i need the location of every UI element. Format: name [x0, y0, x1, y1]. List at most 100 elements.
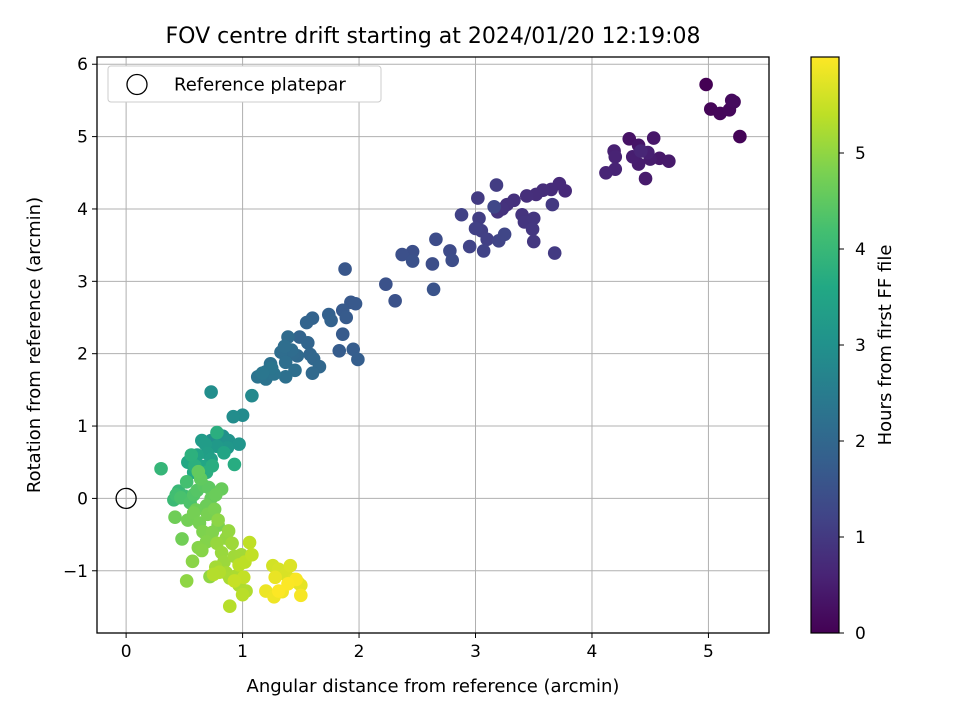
reference-point-group	[115, 487, 137, 510]
data-point	[497, 227, 512, 242]
colorbar-tick-label: 1	[855, 528, 866, 548]
y-tick-label: 6	[77, 55, 88, 75]
data-point	[191, 464, 206, 479]
data-point	[277, 339, 292, 354]
data-point	[468, 221, 483, 236]
x-tick-label: 5	[703, 642, 714, 662]
x-axis-ticks: 0 1 2 3 4 5	[121, 633, 714, 662]
data-point	[346, 342, 361, 357]
data-point	[268, 570, 282, 585]
data-point	[208, 487, 223, 502]
data-point	[471, 191, 485, 205]
data-point	[226, 409, 241, 424]
data-point	[221, 524, 236, 538]
data-point	[217, 446, 231, 460]
colorbar-tick-label: 2	[855, 432, 866, 452]
colorbar: 0 1 2 3 4 5 Hours from first FF file	[810, 56, 896, 644]
data-point	[242, 535, 257, 550]
data-point	[733, 129, 747, 144]
colorbar-tick-label: 3	[855, 336, 866, 356]
x-tick-label: 1	[237, 642, 248, 662]
data-point	[255, 366, 270, 381]
data-point	[332, 343, 347, 358]
y-tick-label: 3	[77, 272, 88, 292]
data-point	[245, 548, 259, 562]
colorbar-tick-label: 4	[855, 240, 866, 260]
data-point	[338, 262, 352, 276]
legend-marker	[126, 73, 148, 96]
chart-title: FOV centre drift starting at 2024/01/20 …	[166, 24, 701, 49]
data-point	[339, 310, 354, 325]
data-point	[388, 294, 402, 308]
data-point	[283, 558, 298, 573]
x-tick-label: 0	[121, 642, 132, 662]
data-point	[235, 587, 250, 602]
y-axis-label: Rotation from reference (arcmin)	[24, 197, 45, 493]
x-tick-label: 2	[354, 642, 365, 662]
data-point	[207, 502, 222, 517]
data-point	[487, 199, 501, 214]
legend-box	[107, 65, 382, 103]
data-point	[351, 352, 365, 367]
data-point	[429, 232, 443, 247]
data-point	[324, 313, 338, 328]
y-tick-label: −1	[63, 562, 88, 582]
reference-point	[115, 487, 137, 510]
data-point	[301, 336, 315, 350]
y-tick-label: 5	[77, 128, 88, 148]
data-point	[186, 506, 201, 520]
data-point	[638, 171, 653, 186]
y-tick-label: 4	[77, 200, 88, 220]
data-point	[168, 510, 182, 525]
data-point	[348, 296, 363, 311]
data-point	[294, 588, 308, 603]
data-point	[211, 513, 225, 527]
data-point	[281, 576, 295, 591]
colorbar-tick-label: 0	[855, 624, 866, 644]
data-point	[179, 574, 194, 588]
data-point	[462, 239, 477, 254]
data-point	[271, 584, 286, 598]
colorbar-gradient	[811, 57, 839, 633]
y-axis-ticks: −1 0 1 2 3 4 5 6	[63, 55, 97, 582]
data-point	[526, 234, 541, 249]
data-point	[305, 366, 320, 381]
data-point	[278, 370, 293, 384]
data-point	[195, 543, 209, 558]
data-point	[175, 532, 189, 546]
data-point	[278, 355, 293, 370]
data-point	[608, 150, 623, 164]
data-point	[184, 448, 199, 462]
data-point	[425, 257, 440, 271]
data-point	[225, 536, 239, 551]
colorbar-tick-label: 5	[855, 144, 866, 164]
data-point	[646, 131, 661, 145]
data-point	[519, 189, 534, 203]
y-tick-label: 2	[77, 345, 88, 365]
data-point	[525, 222, 540, 237]
data-point	[454, 207, 469, 222]
data-point	[476, 244, 491, 258]
x-axis-label: Angular distance from reference (arcmin)	[247, 676, 620, 697]
data-point	[405, 244, 420, 259]
data-point	[547, 246, 562, 260]
data-point	[489, 178, 504, 192]
data-point	[480, 232, 494, 247]
data-point	[222, 599, 237, 614]
data-point	[227, 574, 242, 588]
legend-entry: Reference platepar	[174, 75, 346, 96]
data-point	[227, 457, 242, 472]
data-point	[379, 277, 393, 292]
data-point	[526, 211, 541, 226]
x-tick-label: 3	[470, 642, 481, 662]
data-point	[335, 327, 350, 341]
plot-frame	[96, 56, 770, 634]
data-point	[634, 144, 648, 158]
data-point	[445, 253, 460, 268]
colorbar-label: Hours from first FF file	[875, 245, 896, 446]
data-point	[662, 154, 676, 169]
y-tick-label: 1	[77, 417, 88, 437]
data-point	[185, 554, 200, 569]
